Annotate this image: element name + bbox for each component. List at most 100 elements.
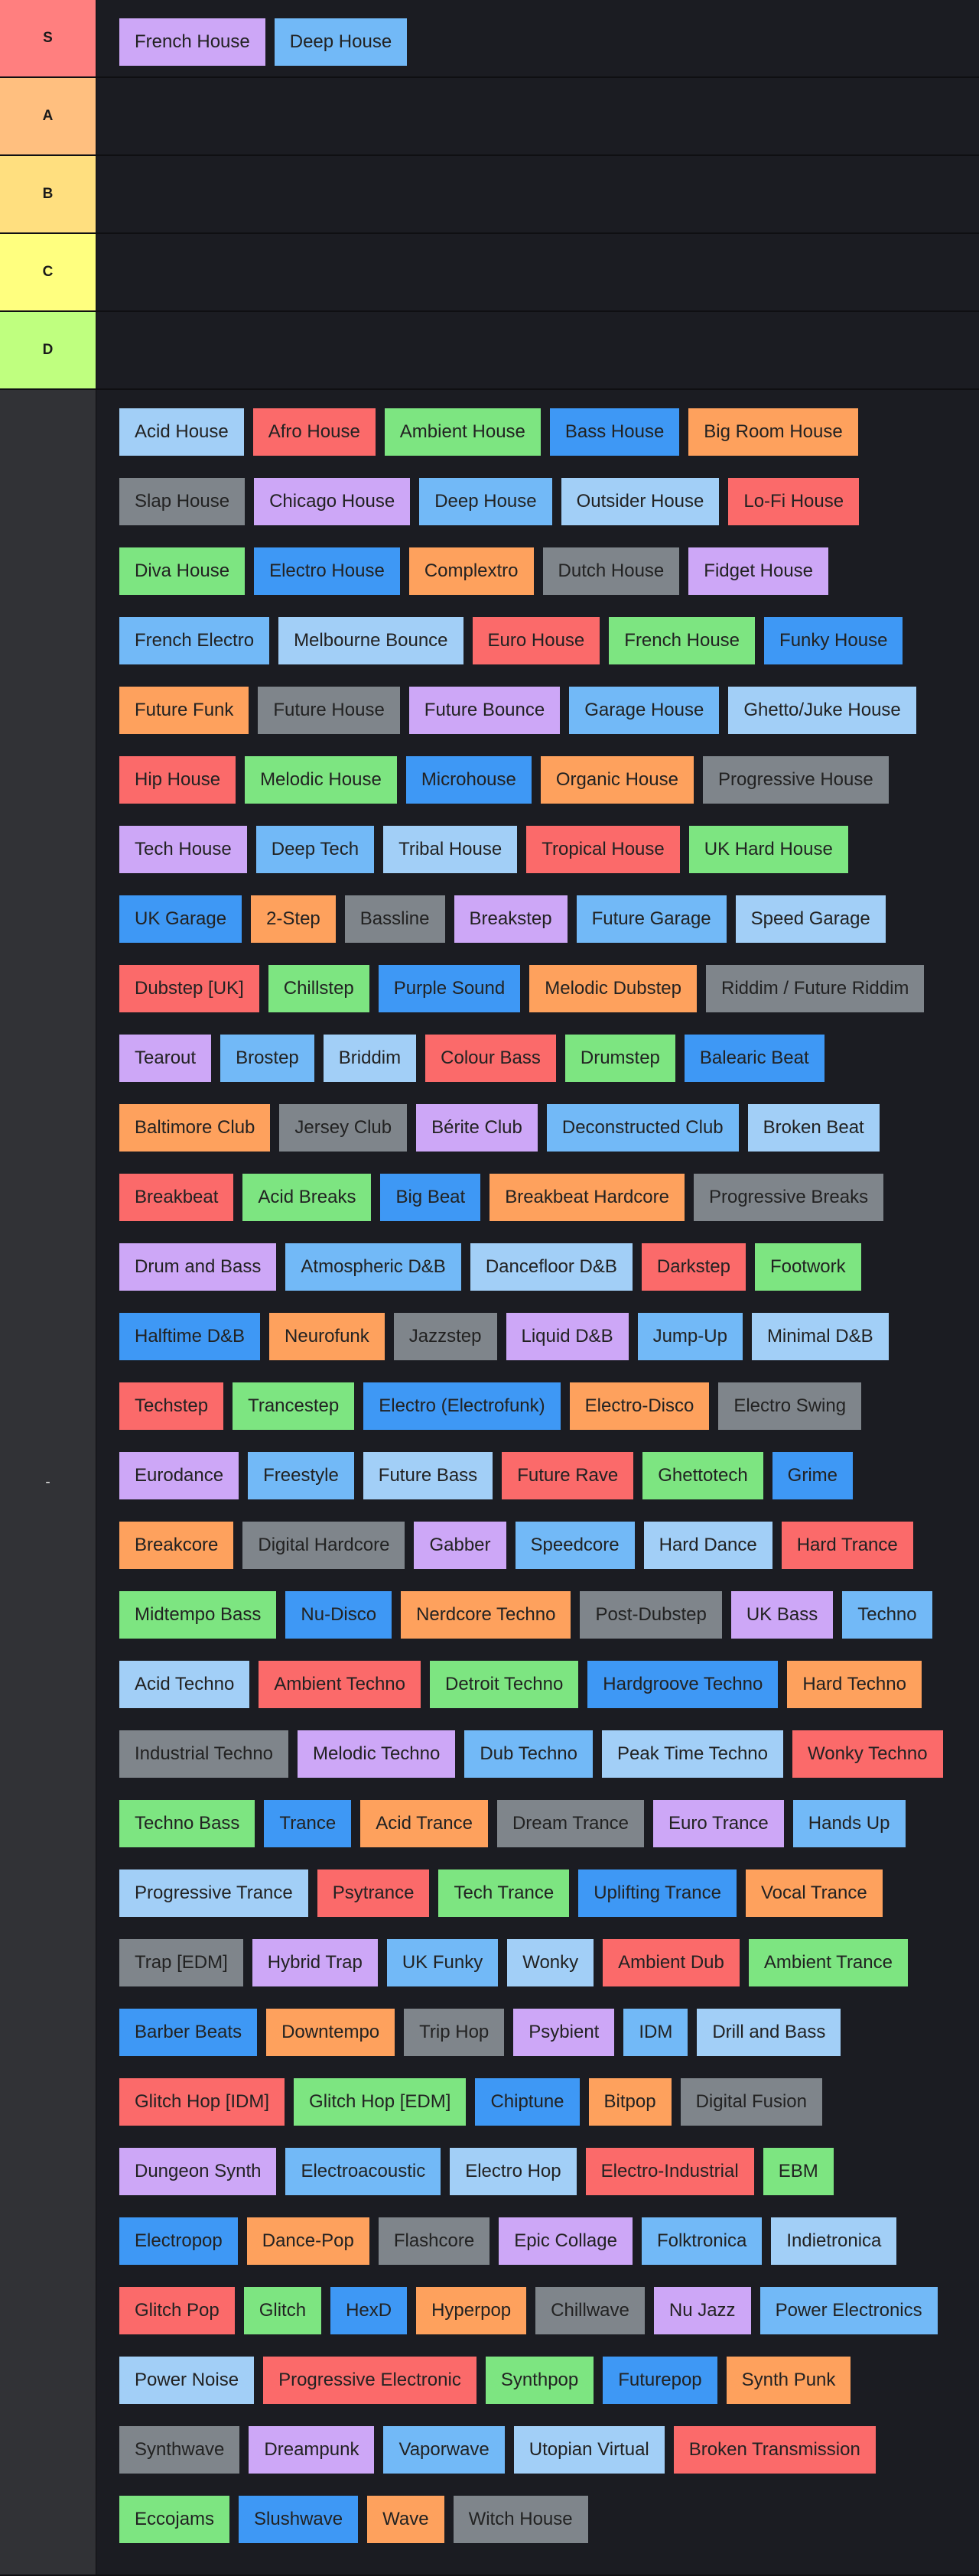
genre-tile-techno[interactable]: Techno bbox=[842, 1591, 932, 1639]
genre-tile-breakstep[interactable]: Breakstep bbox=[454, 895, 568, 943]
genre-tile-psytrance[interactable]: Psytrance bbox=[317, 1869, 430, 1917]
genre-tile-uk-funky[interactable]: UK Funky bbox=[386, 1939, 499, 1986]
genre-tile-halftime-d-b[interactable]: Halftime D&B bbox=[119, 1313, 261, 1360]
genre-tile-techno-bass[interactable]: Techno Bass bbox=[119, 1800, 255, 1847]
genre-tile-gabber[interactable]: Gabber bbox=[414, 1522, 506, 1569]
genre-tile-wonky-techno[interactable]: Wonky Techno bbox=[792, 1730, 943, 1778]
unranked-pool[interactable]: Acid House Afro House Ambient House Bass Ho… bbox=[96, 390, 979, 2574]
genre-tile-hip-house[interactable]: Hip House bbox=[119, 756, 236, 804]
genre-tile-dungeon-synth[interactable]: Dungeon Synth bbox=[119, 2148, 277, 2195]
genre-tile-tech-house[interactable]: Tech House bbox=[119, 826, 247, 873]
genre-tile-downtempo[interactable]: Downtempo bbox=[266, 2009, 395, 2056]
genre-tile-indietronica[interactable]: Indietronica bbox=[771, 2217, 897, 2265]
genre-tile-french-house[interactable]: French House bbox=[609, 617, 756, 664]
genre-tile-french-electro[interactable]: French Electro bbox=[119, 617, 270, 664]
genre-tile-breakbeat-hardcore[interactable]: Breakbeat Hardcore bbox=[490, 1174, 685, 1221]
tier-label[interactable]: B bbox=[0, 156, 96, 232]
tier-label[interactable]: C bbox=[0, 234, 96, 310]
genre-tile-folktronica[interactable]: Folktronica bbox=[641, 2217, 763, 2265]
genre-tile-breakcore[interactable]: Breakcore bbox=[119, 1522, 234, 1569]
genre-tile-b-rite-club[interactable]: Bérite Club bbox=[416, 1104, 538, 1152]
genre-tile-industrial-techno[interactable]: Industrial Techno bbox=[119, 1730, 289, 1778]
genre-tile-chiptune[interactable]: Chiptune bbox=[475, 2078, 580, 2126]
genre-tile-eurodance[interactable]: Eurodance bbox=[119, 1452, 239, 1499]
genre-tile-ghettotech[interactable]: Ghettotech bbox=[642, 1452, 763, 1499]
genre-tile-bitpop[interactable]: Bitpop bbox=[588, 2078, 672, 2126]
genre-tile-electro-hop[interactable]: Electro Hop bbox=[450, 2148, 577, 2195]
genre-tile-idm[interactable]: IDM bbox=[623, 2009, 688, 2056]
genre-tile-electro-house[interactable]: Electro House bbox=[254, 547, 400, 595]
genre-tile-futurepop[interactable]: Futurepop bbox=[603, 2357, 717, 2404]
genre-tile-electroacoustic[interactable]: Electroacoustic bbox=[285, 2148, 441, 2195]
genre-tile-bassline[interactable]: Bassline bbox=[344, 895, 445, 943]
genre-tile-nu-jazz[interactable]: Nu Jazz bbox=[653, 2287, 751, 2334]
genre-tile-broken-beat[interactable]: Broken Beat bbox=[747, 1104, 880, 1152]
genre-tile-dancefloor-d-b[interactable]: Dancefloor D&B bbox=[470, 1243, 633, 1291]
genre-tile-digital-fusion[interactable]: Digital Fusion bbox=[680, 2078, 822, 2126]
genre-tile-garage-house[interactable]: Garage House bbox=[569, 687, 720, 734]
genre-tile-hard-techno[interactable]: Hard Techno bbox=[787, 1661, 922, 1708]
tier-label[interactable]: D bbox=[0, 312, 96, 388]
tier-drop-zone[interactable] bbox=[96, 312, 979, 388]
genre-tile-epic-collage[interactable]: Epic Collage bbox=[499, 2217, 633, 2265]
genre-tile-big-beat[interactable]: Big Beat bbox=[380, 1174, 481, 1221]
genre-tile-glitch-pop[interactable]: Glitch Pop bbox=[119, 2287, 235, 2334]
genre-tile-digital-hardcore[interactable]: Digital Hardcore bbox=[242, 1522, 405, 1569]
genre-tile-melodic-dubstep[interactable]: Melodic Dubstep bbox=[529, 965, 697, 1012]
genre-tile-ambient-dub[interactable]: Ambient Dub bbox=[603, 1939, 740, 1986]
genre-tile-minimal-d-b[interactable]: Minimal D&B bbox=[751, 1313, 889, 1360]
genre-tile-trip-hop[interactable]: Trip Hop bbox=[404, 2009, 505, 2056]
genre-tile-dub-techno[interactable]: Dub Techno bbox=[464, 1730, 593, 1778]
genre-tile-future-bounce[interactable]: Future Bounce bbox=[408, 687, 561, 734]
genre-tile-colour-bass[interactable]: Colour Bass bbox=[425, 1035, 556, 1082]
genre-tile-dutch-house[interactable]: Dutch House bbox=[542, 547, 680, 595]
genre-tile-drill-and-bass[interactable]: Drill and Bass bbox=[697, 2009, 841, 2056]
genre-tile-melbourne-bounce[interactable]: Melbourne Bounce bbox=[278, 617, 463, 664]
genre-tile-melodic-house[interactable]: Melodic House bbox=[245, 756, 397, 804]
genre-tile-broken-transmission[interactable]: Broken Transmission bbox=[673, 2426, 876, 2474]
genre-tile-tribal-house[interactable]: Tribal House bbox=[383, 826, 518, 873]
genre-tile-grime[interactable]: Grime bbox=[772, 1452, 854, 1499]
genre-tile-synthpop[interactable]: Synthpop bbox=[485, 2357, 594, 2404]
tier-label[interactable]: A bbox=[0, 78, 96, 154]
genre-tile-dreampunk[interactable]: Dreampunk bbox=[249, 2426, 375, 2474]
genre-tile-hyperpop[interactable]: Hyperpop bbox=[416, 2287, 527, 2334]
genre-tile-progressive-house[interactable]: Progressive House bbox=[702, 756, 889, 804]
tier-drop-zone[interactable] bbox=[96, 78, 979, 154]
genre-tile-chillwave[interactable]: Chillwave bbox=[535, 2287, 645, 2334]
genre-tile-lo-fi-house[interactable]: Lo-Fi House bbox=[728, 478, 860, 525]
genre-tile-outsider-house[interactable]: Outsider House bbox=[561, 478, 720, 525]
tier-drop-zone[interactable] bbox=[96, 234, 979, 310]
genre-tile-glitch[interactable]: Glitch bbox=[243, 2287, 322, 2334]
genre-tile-dance-pop[interactable]: Dance-Pop bbox=[246, 2217, 369, 2265]
genre-tile-ebm[interactable]: EBM bbox=[763, 2148, 834, 2195]
genre-tile-breakbeat[interactable]: Breakbeat bbox=[119, 1174, 234, 1221]
genre-tile-balearic-beat[interactable]: Balearic Beat bbox=[684, 1035, 825, 1082]
genre-tile-synthwave[interactable]: Synthwave bbox=[119, 2426, 240, 2474]
genre-tile-glitch-hop-edm[interactable]: Glitch Hop [EDM] bbox=[294, 2078, 467, 2126]
genre-tile-euro-trance[interactable]: Euro Trance bbox=[653, 1800, 784, 1847]
genre-tile-complextro[interactable]: Complextro bbox=[408, 547, 534, 595]
genre-tile-melodic-techno[interactable]: Melodic Techno bbox=[298, 1730, 456, 1778]
genre-tile-hybrid-trap[interactable]: Hybrid Trap bbox=[252, 1939, 378, 1986]
genre-tile-microhouse[interactable]: Microhouse bbox=[405, 756, 532, 804]
genre-tile-trap-edm[interactable]: Trap [EDM] bbox=[119, 1939, 243, 1986]
genre-tile-post-dubstep[interactable]: Post-Dubstep bbox=[580, 1591, 722, 1639]
genre-tile-wonky[interactable]: Wonky bbox=[507, 1939, 594, 1986]
genre-tile-barber-beats[interactable]: Barber Beats bbox=[119, 2009, 258, 2056]
genre-tile-diva-house[interactable]: Diva House bbox=[119, 547, 246, 595]
genre-tile-acid-house[interactable]: Acid House bbox=[119, 408, 244, 456]
genre-tile-electro-disco[interactable]: Electro-Disco bbox=[569, 1382, 710, 1430]
genre-tile-uplifting-trance[interactable]: Uplifting Trance bbox=[578, 1869, 737, 1917]
genre-tile-vocal-trance[interactable]: Vocal Trance bbox=[745, 1869, 883, 1917]
genre-tile-purple-sound[interactable]: Purple Sound bbox=[378, 965, 521, 1012]
genre-tile-atmospheric-d-b[interactable]: Atmospheric D&B bbox=[285, 1243, 461, 1291]
genre-tile-ambient-techno[interactable]: Ambient Techno bbox=[259, 1661, 421, 1708]
genre-tile-tech-trance[interactable]: Tech Trance bbox=[438, 1869, 570, 1917]
genre-tile-electro-industrial[interactable]: Electro-Industrial bbox=[585, 2148, 754, 2195]
genre-tile-briddim[interactable]: Briddim bbox=[323, 1035, 417, 1082]
genre-tile-2-step[interactable]: 2-Step bbox=[251, 895, 336, 943]
genre-tile-riddim-future-riddim[interactable]: Riddim / Future Riddim bbox=[706, 965, 925, 1012]
genre-tile-bass-house[interactable]: Bass House bbox=[549, 408, 680, 456]
genre-tile-glitch-hop-idm[interactable]: Glitch Hop [IDM] bbox=[119, 2078, 285, 2126]
